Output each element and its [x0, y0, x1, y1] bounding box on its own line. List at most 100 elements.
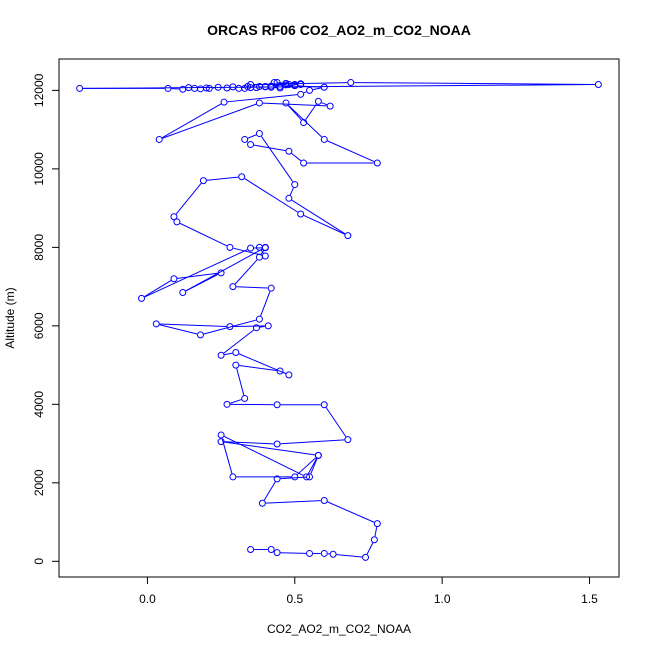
series-segment — [224, 441, 315, 456]
series-segment — [244, 178, 298, 213]
data-point — [300, 159, 308, 167]
data-point — [170, 275, 178, 283]
series-segment — [265, 500, 321, 504]
series-segment — [327, 140, 375, 163]
series-segment — [224, 436, 304, 476]
data-point — [300, 119, 308, 127]
data-point — [373, 159, 381, 167]
series-segment — [203, 319, 257, 335]
data-point — [152, 320, 160, 328]
data-point — [170, 213, 178, 221]
data-point — [191, 84, 199, 92]
data-point — [202, 84, 210, 92]
data-point — [241, 135, 249, 143]
data-point — [306, 86, 314, 94]
series-segment — [223, 329, 255, 354]
data-point — [285, 147, 293, 155]
x-axis-label: CO2_AO2_m_CO2_NOAA — [267, 622, 411, 636]
y-tick-label: 4000 — [32, 391, 46, 418]
series-segment — [238, 353, 286, 375]
series-segment — [259, 325, 265, 328]
data-point — [291, 181, 299, 189]
data-point — [255, 99, 263, 107]
data-point — [344, 436, 352, 444]
series-segment — [177, 272, 218, 279]
series-segment — [289, 187, 294, 196]
series-segment — [236, 286, 268, 289]
data-point — [320, 401, 328, 409]
data-point — [229, 473, 237, 481]
data-point — [297, 80, 305, 88]
data-point — [155, 135, 163, 143]
data-point — [297, 210, 305, 218]
series-segment — [303, 215, 345, 235]
data-point — [267, 284, 275, 292]
data-point — [273, 549, 281, 557]
y-tick-label: 2000 — [32, 469, 46, 496]
y-axis-label: Altitude (m) — [3, 287, 17, 348]
series-segment — [234, 259, 258, 285]
data-point — [199, 177, 207, 185]
chart-title: ORCAS RF06 CO2_AO2_m_CO2_NOAA — [207, 22, 471, 38]
data-point — [217, 431, 225, 439]
x-tick-label: 1.0 — [434, 592, 451, 606]
data-point — [264, 322, 272, 330]
data-point — [196, 331, 204, 339]
series-segment — [227, 94, 298, 103]
data-point — [291, 473, 299, 481]
data-point — [223, 84, 231, 92]
data-point — [214, 83, 222, 91]
data-point — [306, 473, 314, 481]
series-segment — [307, 458, 318, 475]
series-segment — [233, 247, 263, 256]
data-point — [255, 130, 263, 138]
series-segment — [280, 552, 307, 554]
series-segment — [175, 183, 202, 215]
series-segment — [206, 176, 239, 181]
plot-frame — [58, 58, 620, 578]
data-point — [320, 135, 328, 143]
data-point — [232, 361, 240, 369]
data-point — [255, 82, 263, 90]
series-segment — [221, 438, 233, 474]
data-point — [297, 90, 305, 98]
data-point — [326, 102, 334, 110]
series-segment — [310, 458, 318, 474]
series-segment — [291, 199, 346, 235]
data-point — [247, 244, 255, 252]
data-point — [173, 218, 181, 226]
data-point — [217, 351, 225, 359]
series-segment — [261, 136, 294, 182]
series-segment — [260, 291, 271, 317]
series-segment — [366, 542, 374, 555]
series-segment — [305, 103, 317, 120]
data-point — [247, 546, 255, 554]
data-point — [273, 440, 281, 448]
data-point — [261, 252, 269, 260]
series-segment — [224, 441, 274, 445]
data-point — [235, 84, 243, 92]
series-segment — [247, 141, 249, 143]
data-point — [196, 85, 204, 93]
data-point — [303, 473, 311, 481]
series-segment — [280, 476, 307, 480]
data-point — [241, 394, 249, 402]
data-point — [347, 79, 355, 87]
series-segment — [159, 324, 198, 335]
y-tick-label: 0 — [32, 558, 46, 565]
data-point — [217, 269, 225, 277]
series-segment — [233, 325, 265, 328]
data-point — [76, 84, 84, 92]
data-point — [282, 99, 290, 107]
data-point — [226, 323, 234, 331]
x-tick-label: 1.5 — [581, 592, 598, 606]
data-point — [273, 79, 281, 87]
data-point — [179, 85, 187, 93]
series-layer — [76, 79, 602, 561]
data-point — [344, 232, 352, 240]
data-point — [255, 253, 263, 261]
series-segment — [280, 439, 345, 445]
data-point — [320, 549, 328, 557]
y-axis: 0 2000 4000 6000 8000 10000 12000 — [32, 73, 60, 565]
series-segment — [224, 352, 233, 356]
